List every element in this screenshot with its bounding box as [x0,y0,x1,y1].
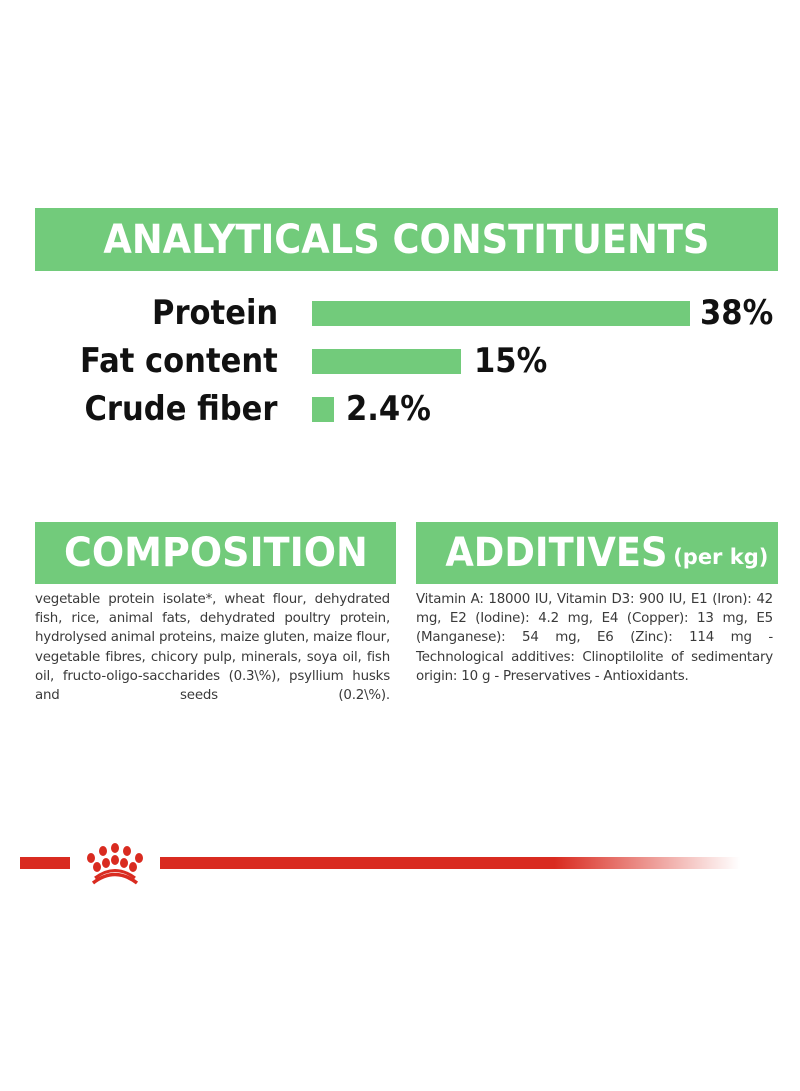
crude-fiber-value: 2.4% [346,389,431,429]
crude-fiber-label: Crude fiber [84,389,278,429]
protein-value: 38% [700,293,774,333]
additives-title: ADDITIVES [444,530,668,576]
composition-text: vegetable protein isolate*, wheat flour,… [35,592,390,704]
additives-header: ADDITIVES (per kg) [416,522,778,584]
composition-header: COMPOSITION [35,522,396,584]
fat-content-bar [312,349,461,374]
analytical-constituents-header: ANALYTICALS CONSTITUENTS [35,208,778,271]
brand-line-left [20,857,70,869]
composition-title: COMPOSITION [63,530,368,576]
additives-subtitle: (per kg) [673,545,769,569]
fat-content-label: Fat content [80,341,278,381]
fat-content-value: 15% [474,341,548,381]
crown-icon [87,843,143,885]
brand-line-right [160,857,740,869]
protein-bar [312,301,690,326]
crude-fiber-bar [312,397,334,422]
analytical-constituents-title: ANALYTICALS CONSTITUENTS [103,216,710,263]
additives-text: Vitamin A: 18000 IU, Vitamin D3: 900 IU,… [416,592,773,684]
protein-label: Protein [151,293,278,333]
